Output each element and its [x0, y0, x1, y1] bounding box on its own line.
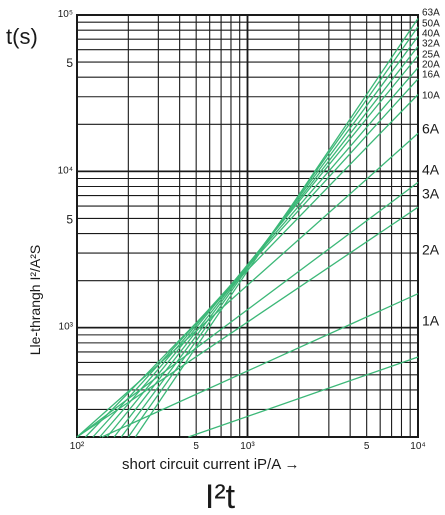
series-line-3a	[76, 206, 419, 438]
series-line-25a	[106, 55, 419, 438]
plot-frame	[76, 14, 419, 438]
y-tick-label: 5	[66, 56, 73, 70]
series-label-32a: 32A	[422, 39, 440, 50]
y-tick-label: 10⁴	[58, 165, 73, 176]
series-label-16a: 16A	[422, 70, 440, 81]
x-tick-label: 10²	[70, 441, 85, 452]
x-tick-labels: 10² 5 10³ 5 10⁴	[70, 441, 426, 452]
series-line-4a	[76, 181, 419, 438]
series-line-2a	[101, 293, 419, 438]
series-label-2a: 2A	[422, 242, 440, 258]
x-tick-label: 10⁴	[410, 441, 425, 452]
grid-lines	[76, 14, 419, 438]
series-label-20a: 20A	[422, 60, 440, 71]
series-line-1a	[188, 356, 419, 438]
corner-axis-label: t(s)	[6, 24, 38, 49]
series-label-63a: 63A	[422, 8, 440, 19]
y-tick-label: 10⁵	[58, 9, 73, 20]
y-tick-labels: 10⁵ 5 10⁴ 5 10³	[58, 9, 74, 333]
series-label-3a: 3A	[422, 186, 440, 202]
y-tick-label: 5	[66, 212, 73, 226]
x-tick-label: 5	[364, 441, 370, 452]
y-tick-label: 10³	[59, 322, 74, 333]
series-label-1a: 1A	[422, 313, 440, 329]
series-label-6a: 6A	[422, 121, 440, 137]
series-label-25a: 25A	[422, 50, 440, 61]
series-line-16a	[92, 78, 419, 438]
x-tick-label: 5	[193, 441, 199, 452]
series-line-20a	[99, 67, 419, 438]
series-label-10a: 10A	[422, 91, 440, 102]
chart-title: I²t	[205, 478, 236, 515]
y-axis-label: Lle-thrangh I²/A²S	[27, 245, 43, 356]
series-label-40a: 40A	[422, 29, 440, 40]
series-layer	[76, 18, 419, 438]
series-label-50a: 50A	[422, 19, 440, 30]
x-axis-label: short circuit current iP/A →	[122, 456, 300, 473]
x-tick-label: 10³	[240, 441, 255, 452]
series-label-4a: 4A	[422, 162, 440, 178]
series-line-6a	[76, 132, 419, 438]
